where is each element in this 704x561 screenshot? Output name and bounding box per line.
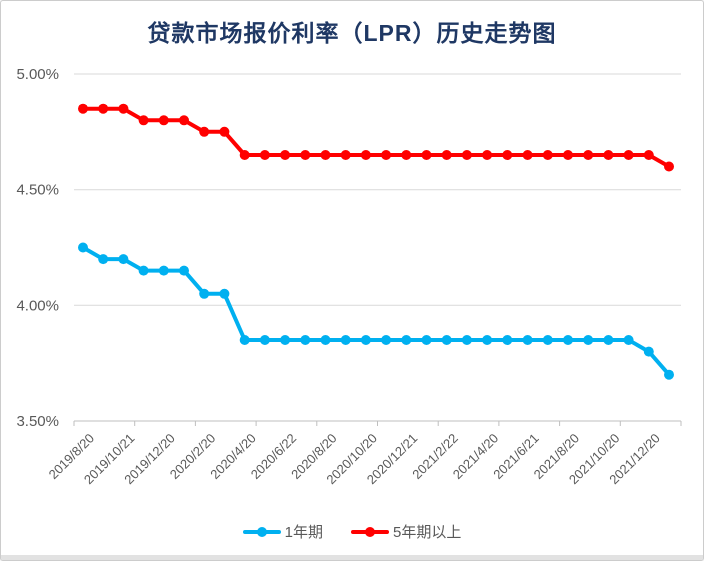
data-point-marker [421, 150, 432, 160]
data-point-marker [280, 335, 291, 345]
data-point-marker [280, 150, 291, 160]
legend-line-marker-5y-icon [351, 526, 389, 537]
data-point-marker [98, 103, 109, 114]
data-point-marker [78, 242, 88, 253]
data-point-marker [441, 335, 452, 345]
legend-line-marker-1y-icon [242, 526, 281, 537]
data-point-marker [158, 265, 169, 276]
y-axis-tick-label: 4.50% [16, 182, 59, 199]
data-point-marker [643, 346, 654, 357]
data-point-marker [441, 150, 452, 160]
data-point-marker [401, 335, 412, 345]
data-point-marker [199, 126, 210, 137]
data-point-marker [138, 115, 149, 126]
data-point-marker [138, 265, 149, 276]
data-point-marker [118, 103, 129, 114]
data-point-marker [381, 150, 392, 160]
data-point-marker [502, 150, 513, 160]
data-point-marker [381, 335, 392, 345]
data-point-marker [179, 265, 189, 276]
legend-label-1y: 1年期 [284, 524, 323, 541]
data-point-marker [340, 335, 351, 345]
chart-plot-svg: 5.00%4.50%4.00%3.50%2019/8/202019/10/212… [16, 66, 682, 487]
data-point-marker [461, 335, 472, 345]
data-point-marker [482, 150, 493, 160]
data-point-marker [239, 150, 250, 160]
window-bottom-edge [1, 555, 703, 560]
data-point-marker [98, 254, 109, 265]
data-point-marker [482, 335, 493, 345]
legend-item-5y: 5年期以上 [351, 521, 461, 542]
data-point-marker [542, 150, 553, 160]
data-point-marker [522, 335, 533, 345]
data-point-marker [664, 161, 674, 172]
data-point-marker [199, 288, 210, 299]
y-axis-tick-label: 3.50% [16, 413, 59, 430]
data-point-marker [78, 103, 88, 114]
data-point-marker [320, 335, 331, 345]
data-point-marker [643, 150, 654, 160]
data-point-marker [563, 335, 573, 345]
data-point-marker [320, 150, 331, 160]
data-point-marker [542, 335, 553, 345]
series-line [81, 106, 671, 169]
data-point-marker [300, 335, 311, 345]
data-point-marker [664, 369, 674, 380]
data-point-marker [623, 150, 634, 160]
data-point-marker [623, 335, 634, 345]
legend-label-5y: 5年期以上 [393, 524, 462, 541]
data-point-marker [401, 150, 412, 160]
y-axis-tick-label: 4.00% [16, 297, 59, 314]
data-point-marker [158, 115, 169, 126]
data-point-marker [563, 150, 573, 160]
data-point-marker [239, 335, 250, 345]
chart-legend: 1年期 5年期以上 [1, 521, 703, 542]
data-point-marker [583, 335, 594, 345]
data-point-marker [360, 150, 371, 160]
data-point-marker [259, 335, 270, 345]
data-point-marker [522, 150, 533, 160]
data-point-marker [219, 288, 230, 299]
data-point-marker [219, 126, 230, 137]
data-point-marker [461, 150, 472, 160]
data-point-marker [300, 150, 311, 160]
data-point-marker [259, 150, 270, 160]
series-line [81, 245, 671, 377]
chart-title: 贷款市场报价利率（LPR）历史走势图 [147, 20, 557, 46]
data-point-marker [360, 335, 371, 345]
data-point-marker [421, 335, 432, 345]
data-point-marker [603, 150, 614, 160]
data-point-marker [603, 335, 614, 345]
data-point-marker [118, 254, 129, 265]
data-point-marker [340, 150, 351, 160]
data-point-marker [179, 115, 189, 126]
data-point-marker [583, 150, 594, 160]
y-axis-tick-label: 5.00% [16, 66, 59, 83]
data-point-marker [502, 335, 513, 345]
legend-item-1y: 1年期 [242, 521, 323, 542]
